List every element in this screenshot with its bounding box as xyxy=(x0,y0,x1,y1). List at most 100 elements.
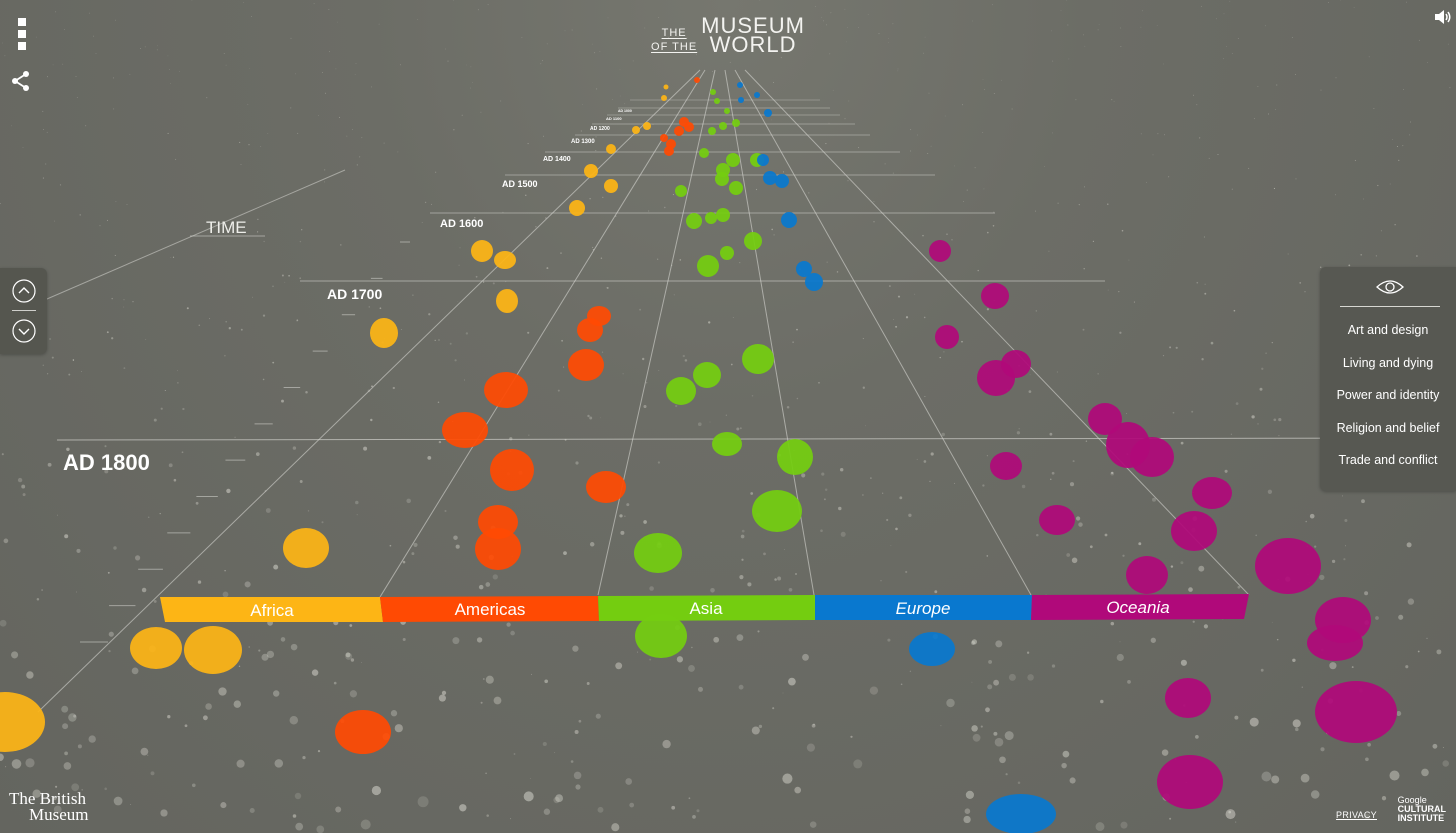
menu-button[interactable] xyxy=(14,18,30,54)
filter-power-and-identity[interactable]: Power and identity xyxy=(1336,388,1440,402)
region-asia[interactable] xyxy=(598,595,815,621)
artefact-africa[interactable] xyxy=(283,528,329,568)
artefact-africa[interactable] xyxy=(370,318,398,348)
eye-icon[interactable] xyxy=(1375,278,1405,296)
artefact-oceania[interactable] xyxy=(1157,755,1223,809)
region-americas[interactable] xyxy=(380,596,599,622)
chevron-down-icon[interactable] xyxy=(12,319,36,343)
artefact-oceania[interactable] xyxy=(1088,403,1122,435)
artefact-asia[interactable] xyxy=(742,344,774,374)
artefact-asia[interactable] xyxy=(693,362,721,388)
artefact-americas[interactable] xyxy=(484,372,528,408)
artefact-africa[interactable] xyxy=(494,251,516,269)
artefact-africa[interactable] xyxy=(0,692,45,752)
artefact-oceania[interactable] xyxy=(929,240,951,262)
artefact-asia[interactable] xyxy=(729,181,743,195)
artefact-africa[interactable] xyxy=(663,84,669,90)
artefact-oceania[interactable] xyxy=(935,325,959,349)
artefact-asia[interactable] xyxy=(714,98,720,104)
artefact-asia[interactable] xyxy=(686,213,702,229)
artefact-europe[interactable] xyxy=(757,154,769,166)
artefact-americas[interactable] xyxy=(475,528,521,570)
chevron-up-icon[interactable] xyxy=(12,279,36,303)
artefact-europe[interactable] xyxy=(805,273,823,291)
artefact-africa[interactable] xyxy=(496,289,518,313)
artefact-asia[interactable] xyxy=(699,148,709,158)
filter-trade-and-conflict[interactable]: Trade and conflict xyxy=(1338,453,1438,467)
region-africa[interactable] xyxy=(160,597,383,622)
filter-living-and-dying[interactable]: Living and dying xyxy=(1342,356,1434,370)
artefact-asia[interactable] xyxy=(724,108,730,114)
museum-objects[interactable] xyxy=(0,77,1397,833)
artefact-americas[interactable] xyxy=(694,77,700,83)
artefact-asia[interactable] xyxy=(716,163,730,177)
artefact-asia[interactable] xyxy=(675,185,687,197)
artefact-americas[interactable] xyxy=(490,449,534,491)
google-cultural-institute-logo[interactable]: Google CULTURAL INSTITUTE xyxy=(1398,796,1446,823)
artefact-asia[interactable] xyxy=(708,127,716,135)
artefact-americas[interactable] xyxy=(684,122,694,132)
artefact-oceania[interactable] xyxy=(1315,597,1371,643)
artefact-europe[interactable] xyxy=(738,97,744,103)
artefact-europe[interactable] xyxy=(763,171,777,185)
artefact-americas[interactable] xyxy=(664,146,674,156)
artefact-oceania[interactable] xyxy=(1001,350,1031,378)
artefact-asia[interactable] xyxy=(732,119,740,127)
artefact-asia[interactable] xyxy=(712,432,742,456)
artefact-asia[interactable] xyxy=(726,153,740,167)
artefact-europe[interactable] xyxy=(986,794,1056,833)
artefact-europe[interactable] xyxy=(909,632,955,666)
artefact-africa[interactable] xyxy=(130,627,182,669)
privacy-link[interactable]: PRIVACY xyxy=(1336,810,1377,820)
artefact-africa[interactable] xyxy=(643,122,651,130)
artefact-europe[interactable] xyxy=(775,174,789,188)
artefact-oceania[interactable] xyxy=(1315,681,1397,743)
artefact-africa[interactable] xyxy=(471,240,493,262)
artefact-asia[interactable] xyxy=(716,208,730,222)
artefact-oceania[interactable] xyxy=(1165,678,1211,718)
artefact-oceania[interactable] xyxy=(1171,511,1217,551)
artefact-americas[interactable] xyxy=(660,134,668,142)
artefact-asia[interactable] xyxy=(744,232,762,250)
artefact-oceania[interactable] xyxy=(981,283,1009,309)
artefact-americas[interactable] xyxy=(674,126,684,136)
artefact-americas[interactable] xyxy=(586,471,626,503)
artefact-europe[interactable] xyxy=(764,109,772,117)
artefact-africa[interactable] xyxy=(584,164,598,178)
filter-religion-and-belief[interactable]: Religion and belief xyxy=(1336,421,1440,435)
artefact-europe[interactable] xyxy=(781,212,797,228)
artefact-europe[interactable] xyxy=(737,82,743,88)
british-museum-logo[interactable]: The British Museum xyxy=(9,790,89,823)
artefact-asia[interactable] xyxy=(719,122,727,130)
artefact-oceania[interactable] xyxy=(1255,538,1321,594)
artefact-asia[interactable] xyxy=(777,439,813,475)
artefact-asia[interactable] xyxy=(666,377,696,405)
artefact-asia[interactable] xyxy=(697,255,719,277)
artefact-oceania[interactable] xyxy=(1192,477,1232,509)
artefact-africa[interactable] xyxy=(604,179,618,193)
artefact-oceania[interactable] xyxy=(1126,556,1168,594)
sound-button[interactable] xyxy=(1434,8,1452,26)
artefact-oceania[interactable] xyxy=(1106,422,1150,468)
artefact-americas[interactable] xyxy=(587,306,611,326)
region-oceania[interactable] xyxy=(1031,594,1249,620)
artefact-oceania[interactable] xyxy=(1039,505,1075,535)
artefact-africa[interactable] xyxy=(569,200,585,216)
artefact-africa[interactable] xyxy=(632,126,640,134)
artefact-africa[interactable] xyxy=(661,95,667,101)
artefact-americas[interactable] xyxy=(478,505,518,539)
artefact-americas[interactable] xyxy=(335,710,391,754)
artefact-asia[interactable] xyxy=(635,614,687,658)
artefact-oceania[interactable] xyxy=(990,452,1022,480)
region-europe[interactable] xyxy=(815,595,1032,620)
artefact-asia[interactable] xyxy=(705,212,717,224)
artefact-americas[interactable] xyxy=(568,349,604,381)
artefact-americas[interactable] xyxy=(442,412,488,448)
filter-art-and-design[interactable]: Art and design xyxy=(1347,323,1429,337)
artefact-asia[interactable] xyxy=(720,246,734,260)
share-button[interactable] xyxy=(10,70,32,92)
artefact-europe[interactable] xyxy=(754,92,760,98)
artefact-europe[interactable] xyxy=(796,261,812,277)
artefact-asia[interactable] xyxy=(752,490,802,532)
